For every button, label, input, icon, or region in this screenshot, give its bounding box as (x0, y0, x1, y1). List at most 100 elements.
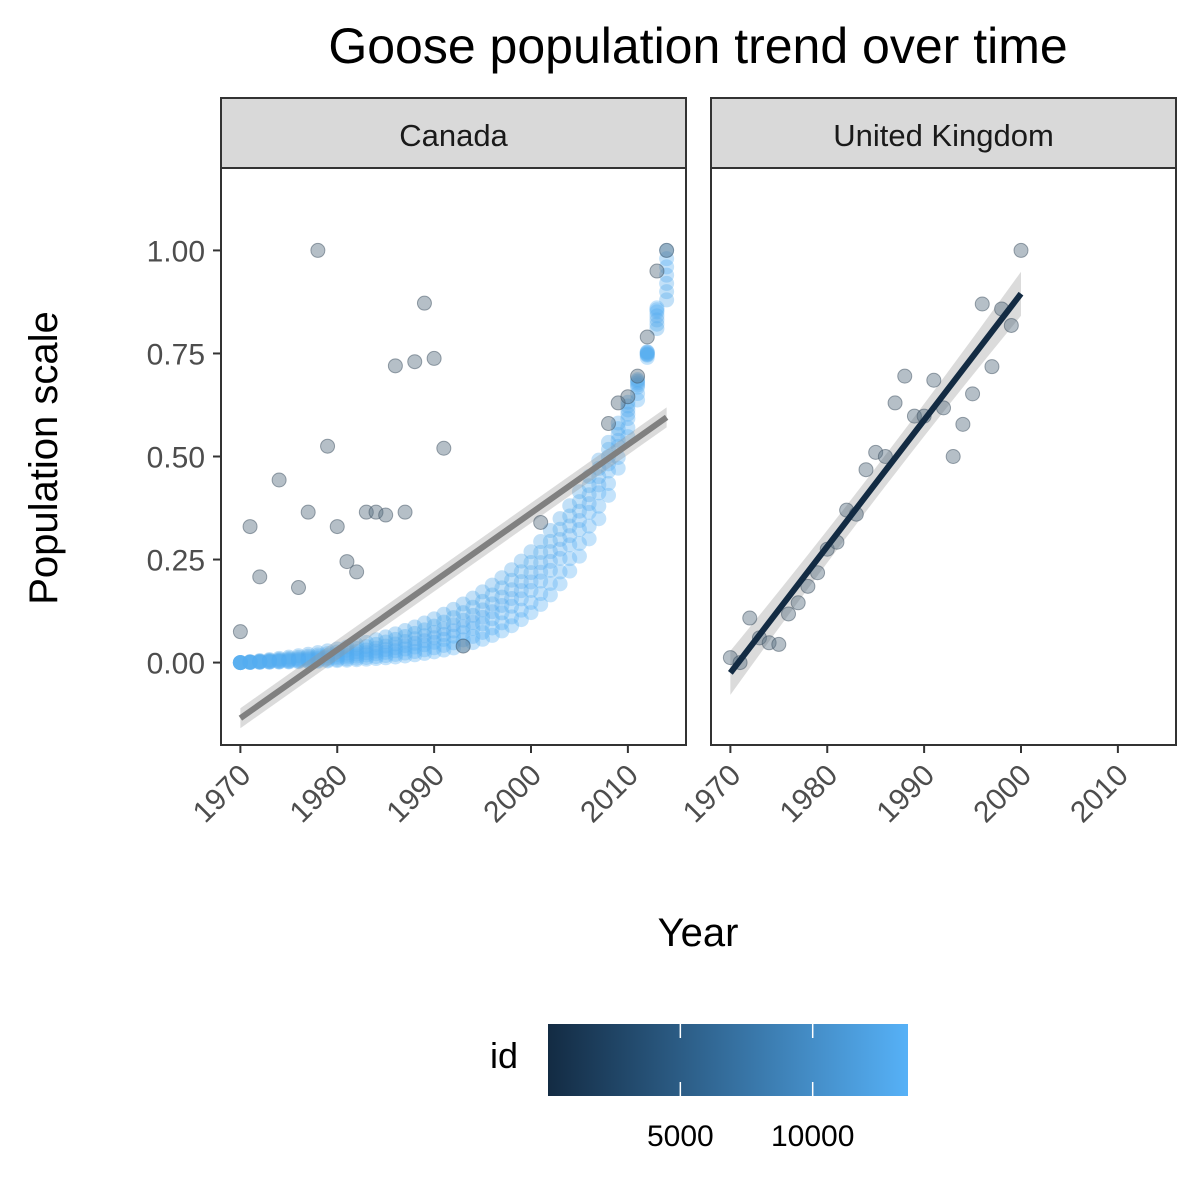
data-point (659, 259, 675, 275)
legend: id 5000 10000 (490, 1024, 908, 1153)
data-point (291, 648, 306, 664)
data-point (649, 300, 665, 316)
data-point (368, 640, 384, 656)
data-point (610, 460, 626, 476)
data-point (455, 638, 471, 654)
data-point (581, 478, 597, 494)
y-tick-label: 0.25 (147, 545, 205, 578)
data-point (387, 646, 403, 662)
data-point (513, 553, 529, 569)
data-point (436, 606, 452, 622)
data-point (630, 392, 646, 408)
data-point (465, 614, 481, 630)
data-point (591, 485, 607, 501)
data-point (601, 416, 616, 432)
data-point (504, 590, 520, 606)
data-point (446, 635, 461, 651)
data-point (252, 654, 268, 670)
x-tick-label: 1990 (381, 759, 452, 830)
data-point (291, 653, 306, 669)
data-point (281, 653, 297, 669)
data-point (475, 593, 491, 609)
data-point (513, 591, 529, 607)
data-point (562, 528, 578, 544)
data-point (484, 620, 500, 636)
trend-line (238, 414, 669, 721)
data-point (407, 619, 423, 635)
marks-canada (232, 242, 675, 729)
data-point (601, 434, 616, 450)
data-point (465, 590, 481, 606)
data-point (232, 655, 248, 671)
data-point (368, 649, 384, 665)
data-point (368, 636, 384, 652)
data-point (897, 368, 913, 384)
data-point (300, 504, 316, 520)
data-point (242, 654, 258, 670)
data-point (368, 632, 384, 648)
data-point (465, 607, 481, 623)
data-point (771, 636, 787, 652)
data-point (639, 346, 655, 362)
data-point (475, 584, 491, 600)
data-point (945, 449, 961, 464)
data-point (562, 537, 578, 553)
x-tick-label: 1970 (187, 759, 258, 830)
data-point (533, 544, 549, 560)
data-point (639, 349, 655, 365)
data-point (291, 651, 306, 667)
data-point (416, 622, 432, 638)
data-point (562, 518, 578, 534)
data-point (722, 650, 738, 666)
data-point (416, 633, 432, 649)
data-point (504, 582, 520, 598)
data-point (436, 631, 452, 647)
data-point (446, 601, 461, 617)
data-point (649, 312, 665, 328)
data-point (378, 644, 394, 660)
data-point (552, 541, 568, 557)
data-point (513, 583, 529, 599)
data-point (630, 373, 646, 389)
data-point (484, 587, 500, 603)
data-point (232, 655, 248, 671)
data-point (242, 654, 258, 670)
data-point (300, 651, 316, 667)
data-point (639, 329, 655, 345)
data-point (242, 654, 258, 670)
data-point (358, 645, 374, 661)
data-point (300, 648, 316, 664)
y-tick-label: 1.00 (147, 235, 205, 268)
data-point (436, 627, 452, 643)
data-point (610, 421, 626, 437)
data-point (571, 494, 587, 510)
data-point (513, 602, 529, 618)
data-point (368, 651, 384, 667)
data-point (504, 572, 520, 588)
data-point (523, 544, 539, 560)
data-point (291, 652, 306, 668)
data-point (378, 507, 394, 523)
data-point (581, 531, 597, 547)
data-point (271, 650, 287, 666)
data-point (252, 654, 268, 670)
data-point (300, 652, 316, 668)
data-point (639, 346, 655, 362)
data-point (523, 582, 539, 598)
data-point (387, 358, 403, 374)
data-point (291, 649, 306, 665)
data-point (358, 647, 374, 663)
data-point (630, 386, 646, 402)
data-point (426, 640, 442, 656)
data-point (649, 308, 665, 324)
data-point (358, 651, 374, 667)
data-point (562, 563, 578, 579)
x-tick-label: 2000 (967, 759, 1038, 830)
data-point (542, 562, 558, 578)
data-point (261, 654, 277, 670)
data-point (426, 350, 442, 366)
data-point (630, 372, 646, 388)
data-point (504, 562, 520, 578)
data-point (339, 652, 355, 668)
data-point (465, 635, 481, 651)
